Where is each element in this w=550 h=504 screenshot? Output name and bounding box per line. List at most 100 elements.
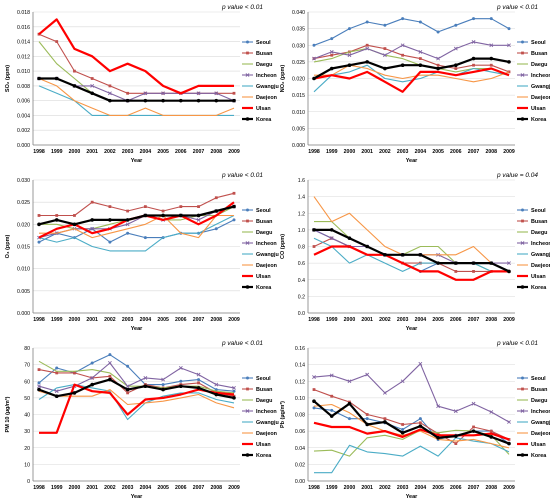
data-point — [72, 84, 77, 88]
x-axis-title: Year — [406, 494, 418, 500]
x-tick-label: 1998 — [308, 149, 320, 155]
data-point — [73, 214, 76, 217]
data-point — [454, 261, 458, 265]
data-point — [400, 253, 405, 257]
y-tick-label: 0.8 — [298, 245, 305, 251]
legend-label: Daejeon — [256, 263, 277, 269]
legend-label: Seoul — [256, 376, 271, 382]
legend-label: Seoul — [256, 208, 271, 214]
series-line-daegu — [38, 360, 235, 394]
legend-label: Incheon — [256, 409, 277, 415]
y-axis-title: NO₂ (ppm) — [280, 65, 286, 93]
data-point — [400, 63, 405, 67]
series-line-gwangju — [38, 384, 235, 421]
x-tick-label: 2000 — [69, 485, 81, 491]
series-line-daegu — [313, 48, 510, 76]
data-point — [108, 377, 112, 382]
data-point — [347, 417, 351, 421]
data-point — [196, 372, 201, 377]
legend-marker — [521, 376, 524, 380]
x-tick-label: 2001 — [86, 485, 98, 491]
data-point — [54, 218, 59, 222]
data-point — [196, 217, 201, 222]
data-point — [214, 382, 219, 387]
data-point — [383, 253, 387, 257]
data-point — [197, 378, 201, 382]
data-point — [55, 40, 59, 43]
series-line-gwangju — [313, 64, 510, 93]
data-point — [196, 91, 201, 96]
legend-marker — [520, 117, 525, 121]
data-point — [108, 353, 112, 357]
y-tick-label: 0.2 — [298, 294, 305, 300]
data-point — [37, 384, 41, 389]
data-point — [108, 240, 112, 244]
x-tick-label: 2007 — [193, 149, 205, 155]
data-point — [161, 387, 165, 392]
data-point — [454, 434, 458, 438]
data-point — [126, 91, 130, 95]
y-tick-label: 0.04 — [295, 446, 305, 452]
data-point — [383, 47, 387, 50]
y-tick-label: 0.010 — [17, 267, 30, 273]
y-tick-label: 0.008 — [17, 84, 30, 90]
data-point — [214, 209, 219, 213]
legend: Seoul Busan Daegu Incheon Gwangju Daejeon Ulsa… — [242, 376, 279, 459]
data-point — [55, 214, 59, 217]
y-tick-label: 0.025 — [292, 60, 305, 66]
data-point — [161, 209, 165, 213]
data-point — [214, 227, 218, 231]
data-point — [232, 98, 236, 103]
data-point — [73, 371, 76, 375]
data-point — [108, 205, 112, 208]
y-tick-label: 1.6 — [298, 178, 305, 184]
y-tick-label: 40 — [24, 413, 30, 419]
data-point — [453, 46, 458, 51]
p-value-label: p value < 0.01 — [221, 172, 263, 179]
data-point — [507, 261, 511, 266]
data-point — [454, 442, 458, 445]
data-point — [126, 209, 130, 213]
chart-panel-4: 0.0 0.2 0.4 0.6 0.8 1.0 1.2 1.4 1.6 1998 1999 2000 2… — [280, 172, 550, 332]
series-line-incheon — [313, 41, 509, 60]
legend-label: Incheon — [256, 241, 277, 247]
legend-label: Korea — [256, 285, 272, 291]
data-point — [436, 435, 440, 440]
data-point — [330, 53, 334, 57]
data-point — [489, 429, 493, 433]
x-tick-label: 2009 — [503, 149, 515, 155]
series-line-daejeon — [38, 77, 235, 116]
data-point — [143, 213, 148, 218]
series-line-busan — [39, 192, 235, 217]
data-point — [125, 387, 130, 392]
series-line-korea — [38, 205, 235, 226]
data-point — [507, 438, 511, 441]
y-tick-label: 0.014 — [17, 40, 30, 46]
y-tick-label: 0.6 — [298, 261, 305, 267]
legend-marker — [521, 219, 524, 223]
legend-label: Ulsan — [256, 274, 271, 280]
y-tick-label: 60 — [24, 379, 30, 385]
p-value-label: p value < 0.01 — [221, 4, 263, 11]
x-tick-label: 2005 — [157, 317, 169, 323]
y-tick-label: 0.000 — [17, 311, 30, 317]
data-point — [365, 43, 369, 47]
data-point — [37, 387, 41, 392]
legend-marker — [521, 40, 524, 44]
data-point — [161, 383, 165, 387]
x-axis-title: Year — [131, 494, 143, 500]
data-point — [418, 253, 423, 257]
data-point — [489, 410, 494, 414]
series-line-korea — [313, 400, 510, 445]
x-tick-label: 2002 — [379, 317, 391, 323]
legend-label: Seoul — [256, 40, 271, 46]
legend-label: Busan — [256, 219, 272, 225]
series-line-seoul — [313, 407, 510, 445]
series-line-ulsan — [38, 18, 234, 95]
data-point — [400, 430, 405, 435]
y-tick-label: 0.16 — [295, 346, 305, 352]
legend-label: Incheon — [531, 73, 550, 79]
x-tick-label: 2001 — [361, 485, 373, 491]
legend-label: Gwangju — [531, 420, 550, 426]
data-point — [108, 98, 112, 103]
